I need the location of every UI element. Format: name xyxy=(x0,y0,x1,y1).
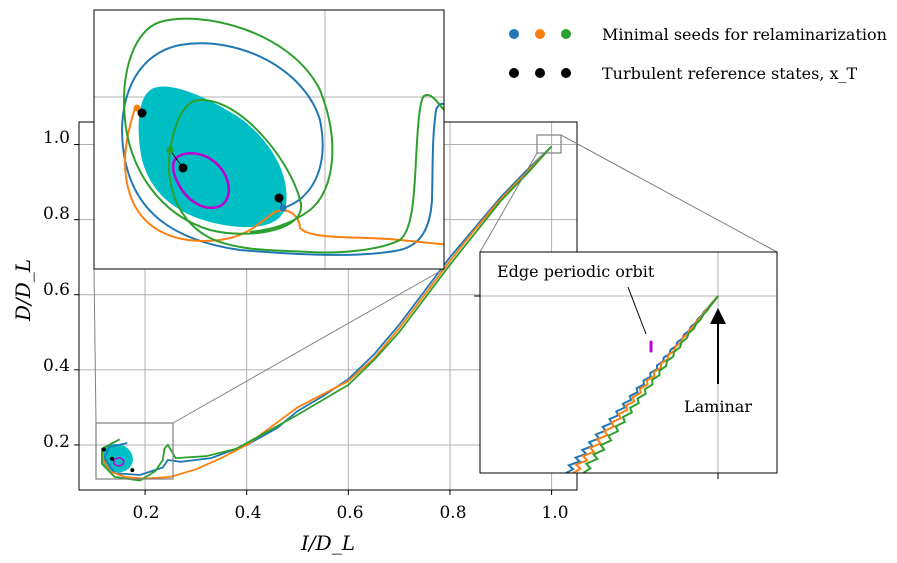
y-tick-label: 0.8 xyxy=(43,204,70,224)
seed-green-inset-b xyxy=(123,17,334,235)
reference-point-inset xyxy=(274,193,284,203)
x-tick-label: 0.4 xyxy=(234,503,261,523)
connector-line xyxy=(172,268,445,424)
seed-green-inset-right xyxy=(582,295,719,473)
series-line-seed-orange xyxy=(101,145,553,480)
x-tick-label: 0.8 xyxy=(439,503,466,523)
inset-right-plot xyxy=(565,295,719,473)
inset-top-plot xyxy=(121,17,444,256)
edge-orbit-pointer xyxy=(627,286,647,335)
seed-start-point xyxy=(166,146,174,154)
x-tick-label: 1.0 xyxy=(541,503,568,523)
inset-right: Edge periodic orbit Laminar xyxy=(474,251,778,479)
inset-right-frame xyxy=(479,251,778,474)
legend-label-turbulent: Turbulent reference states, x_T xyxy=(602,64,858,83)
seed-blue-inset xyxy=(121,42,444,256)
seed-start-point xyxy=(279,204,287,212)
reference-point xyxy=(110,456,115,461)
zoom-box-bottom-left xyxy=(95,422,174,480)
reference-point-inset xyxy=(137,108,147,118)
legend: Minimal seeds for relaminarization Turbu… xyxy=(509,25,887,83)
edge-orbit-label: Edge periodic orbit xyxy=(497,262,655,281)
y-tick-label: 0.2 xyxy=(43,432,70,452)
connector-line xyxy=(93,268,97,424)
legend-marker-black xyxy=(535,68,545,78)
inset-right-background xyxy=(480,252,777,473)
main-ticks xyxy=(74,144,553,495)
zoom-box-top-right xyxy=(536,134,562,154)
reference-point xyxy=(101,447,106,452)
legend-label-seeds: Minimal seeds for relaminarization xyxy=(602,25,887,44)
legend-marker-orange xyxy=(535,29,545,39)
laminar-label: Laminar xyxy=(684,397,752,416)
y-tick-label: 1.0 xyxy=(43,128,70,148)
legend-marker-blue xyxy=(509,29,519,39)
reference-point-inset xyxy=(178,163,188,173)
x-tick-label: 0.6 xyxy=(336,503,363,523)
y-tick-label: 0.4 xyxy=(43,356,70,376)
main-plot-area xyxy=(101,145,553,482)
x-tick-label: 0.2 xyxy=(132,503,159,523)
legend-marker-black xyxy=(509,68,519,78)
inset-top-frame xyxy=(93,9,445,270)
reference-point xyxy=(130,468,135,473)
connector-line xyxy=(479,152,538,253)
legend-marker-black xyxy=(561,68,571,78)
y-tick-label: 0.6 xyxy=(43,280,70,300)
series-line-seed-green xyxy=(101,145,553,482)
edge-orbit-inset xyxy=(171,152,230,209)
connector-line xyxy=(560,134,778,253)
y-axis-label: D/D_L xyxy=(11,259,35,322)
seed-orange-inset xyxy=(123,107,444,246)
inset-top-left xyxy=(93,9,445,270)
edge-orbit-main xyxy=(112,457,125,467)
seed-start-point xyxy=(133,104,141,112)
legend-marker-green xyxy=(561,29,571,39)
turbulent-cloud-inset xyxy=(138,86,287,228)
seed-green-inset-a xyxy=(167,94,444,254)
x-axis-label: I/D_L xyxy=(300,531,355,555)
seed-blue-inset-right xyxy=(565,295,719,473)
